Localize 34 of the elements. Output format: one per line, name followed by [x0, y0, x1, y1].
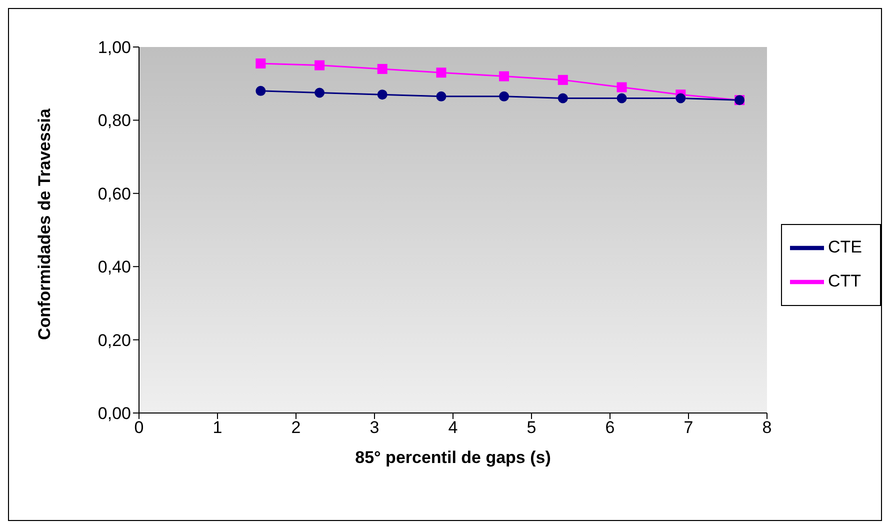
point [377, 64, 388, 74]
point [616, 93, 627, 104]
x-tick-label: 6 [605, 418, 615, 438]
y-tick-label: 0,00 [98, 404, 131, 424]
point [676, 93, 686, 104]
point [314, 60, 325, 70]
point [436, 91, 446, 102]
point [616, 82, 627, 92]
point [499, 71, 510, 82]
y-tick-label: 1,00 [98, 38, 131, 58]
point [314, 88, 325, 98]
x-tick-label: 5 [526, 418, 536, 438]
point [256, 58, 266, 68]
x-tick-label: 2 [291, 418, 301, 438]
point [558, 74, 568, 85]
x-tick-label: 0 [134, 418, 144, 438]
x-axis-title: 85° percentil de gaps (s) [355, 448, 551, 467]
y-tick-label: 0,60 [98, 184, 131, 204]
y-axis-title: Conformidades de Travessia [35, 108, 54, 340]
point [558, 93, 568, 104]
x-tick-label: 4 [448, 418, 458, 438]
y-tick-label: 0,80 [98, 111, 131, 130]
point [377, 90, 388, 100]
x-tick-label: 1 [212, 418, 222, 438]
point [256, 86, 266, 96]
x-tick-label: 7 [684, 418, 694, 438]
point [499, 91, 510, 102]
point [436, 68, 446, 78]
x-tick-label: 3 [370, 418, 380, 438]
legend-label: CTT [828, 270, 862, 290]
y-tick-label: 0,20 [98, 330, 131, 350]
legend-label: CTE [828, 236, 862, 256]
x-tick-label: 8 [762, 418, 772, 438]
y-tick-label: 0,40 [98, 258, 131, 277]
